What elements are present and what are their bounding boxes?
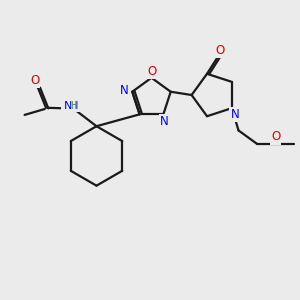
Text: O: O xyxy=(30,74,39,87)
Text: N: N xyxy=(120,84,128,97)
Text: O: O xyxy=(148,65,157,78)
Text: NH: NH xyxy=(62,101,78,111)
Text: N: N xyxy=(64,101,73,111)
Text: H: H xyxy=(71,101,79,111)
Text: O: O xyxy=(216,44,225,57)
Text: N: N xyxy=(230,108,239,121)
Text: N: N xyxy=(160,115,168,128)
Text: O: O xyxy=(271,130,280,143)
